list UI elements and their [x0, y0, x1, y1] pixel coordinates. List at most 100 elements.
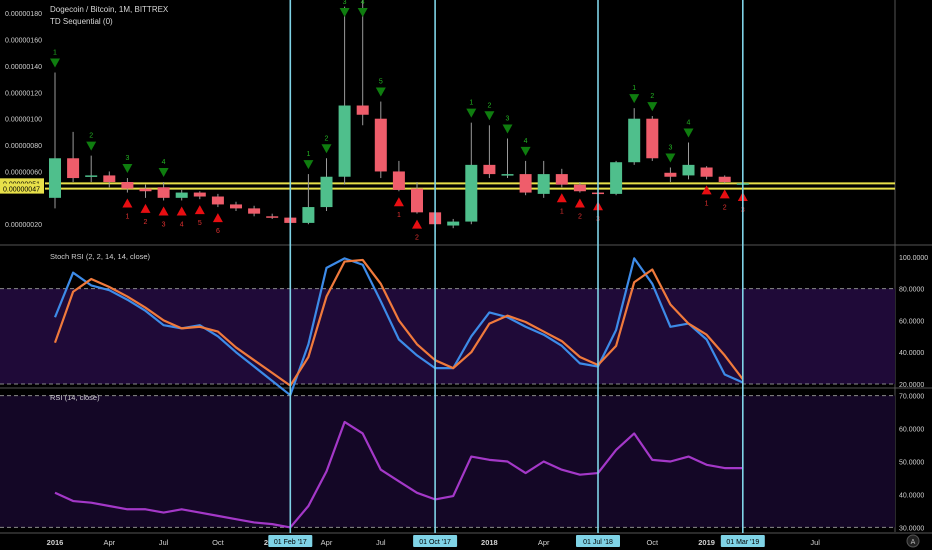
td-buy-arrow: [520, 146, 531, 156]
td-buy-count: 4: [687, 119, 691, 126]
td-buy-arrow: [50, 58, 60, 68]
td-buy-count: 4: [162, 159, 166, 166]
td-buy-arrow: [321, 144, 332, 154]
td-sell-arrow: [158, 206, 169, 216]
td-sell-count: 2: [144, 219, 148, 226]
td-sell-count: 2: [578, 214, 582, 221]
td-sell-count: 4: [180, 221, 184, 228]
candle-body: [519, 174, 532, 193]
candle-body: [465, 164, 478, 222]
candle-body: [718, 176, 731, 183]
td-buy-arrow: [629, 94, 640, 104]
td-sell-arrow: [140, 203, 151, 213]
td-sell-arrow: [556, 193, 567, 203]
rsi-tick-label: 60.0000: [899, 427, 924, 434]
rsi-tick-label: 70.0000: [899, 394, 924, 401]
candle-body: [85, 175, 98, 177]
td-buy-count: 3: [506, 115, 510, 122]
stoch-tick-label: 80.0000: [899, 287, 924, 294]
candle-body: [266, 216, 279, 218]
candle-body: [302, 207, 315, 223]
candle-body: [537, 174, 550, 194]
td-buy-arrow: [339, 8, 350, 17]
candle-body: [193, 192, 206, 197]
td-sell-count: 1: [125, 214, 129, 221]
time-tick-label: Jul: [376, 538, 386, 547]
candle-body: [610, 162, 623, 194]
date-marker-tag: [576, 535, 620, 547]
candle-body: [121, 182, 134, 189]
td-sell-count: 6: [216, 228, 220, 235]
highlight-price-tag: [0, 183, 44, 194]
td-buy-count: 3: [343, 0, 347, 6]
td-buy-arrow: [502, 124, 513, 134]
candle-body: [664, 172, 677, 177]
td-buy-arrow: [484, 111, 495, 121]
rsi-title: RSI (14, close): [50, 393, 100, 402]
td-sell-arrow: [574, 198, 585, 208]
td-sell-count: 2: [415, 235, 419, 242]
candle-body: [501, 174, 514, 176]
candle-body: [67, 158, 80, 179]
candle-body: [157, 187, 170, 198]
td-buy-count: 2: [325, 135, 329, 142]
td-sell-arrow: [393, 197, 404, 207]
td-sell-count: 3: [162, 221, 166, 228]
price-pane[interactable]: 1234123451234123412345612123123: [45, 0, 895, 242]
candle-body: [49, 158, 61, 198]
td-buy-arrow: [86, 141, 97, 151]
td-buy-arrow: [375, 87, 386, 97]
price-tick-label: 0.00000140: [5, 64, 42, 71]
price-tick-label: 0.00000080: [5, 143, 42, 150]
candle-body: [483, 164, 496, 175]
time-tick-label: Apr: [538, 538, 550, 547]
td-sell-count: 1: [397, 212, 401, 219]
price-tick-label: 0.00000120: [5, 90, 42, 97]
stoch-rsi-pane[interactable]: Stoch RSI (2, 2, 14, 14, close) 100.0000 8…: [50, 252, 928, 397]
price-tick-label: 0.00000060: [5, 169, 42, 176]
date-marker-label: 01 Mar '19: [726, 539, 759, 546]
candle-body: [374, 118, 387, 172]
td-sell-arrow: [212, 213, 223, 223]
candle-body: [139, 188, 152, 192]
candle-body: [211, 196, 224, 205]
time-tick-label: 2016: [47, 538, 64, 547]
td-buy-count: 5: [379, 79, 383, 86]
candle-body: [573, 184, 586, 192]
time-tick-label: 2019: [698, 538, 715, 547]
axes-layer: 0.00000180 0.00000160 0.00000140 0.00000120…: [0, 11, 920, 548]
auto-scale-button: [906, 534, 920, 548]
stoch-tick-label: 20.0000: [899, 382, 924, 389]
stoch-title: Stoch RSI (2, 2, 14, 14, close): [50, 252, 151, 261]
indicator-title: TD Sequential (0): [50, 17, 113, 26]
chart-title: Dogecoin / Bitcoin, 1M, BITTREX: [50, 5, 169, 14]
rsi-pane[interactable]: RSI (14, close) 70.0000 60.0000 50.0000 40.0…: [50, 393, 924, 532]
td-buy-count: 1: [53, 50, 57, 57]
td-sell-arrow: [176, 206, 187, 216]
candle-body: [646, 118, 659, 159]
td-buy-arrow: [647, 102, 658, 112]
stoch-tick-label: 60.0000: [899, 318, 924, 325]
td-buy-arrow: [683, 128, 694, 138]
rsi-tick-label: 40.0000: [899, 492, 924, 499]
highlight-price-label: 0.00000047: [3, 187, 40, 194]
candle-body: [175, 192, 188, 198]
td-buy-count: 2: [650, 93, 654, 100]
td-sell-count: 1: [560, 208, 564, 215]
candle-body: [392, 171, 405, 190]
candle-body: [320, 176, 333, 208]
candle-body: [230, 204, 242, 209]
candle-body: [682, 164, 695, 176]
date-marker-tag: [268, 535, 313, 547]
date-marker-label: 01 Oct '17: [419, 539, 451, 546]
stoch-k-line: [53, 257, 744, 397]
td-sell-arrow: [701, 185, 712, 195]
td-buy-arrow: [357, 8, 368, 17]
td-buy-arrow: [466, 108, 477, 118]
stoch-d-line: [53, 258, 744, 387]
td-buy-count: 1: [306, 151, 310, 158]
td-sell-count: 1: [705, 200, 709, 207]
stoch-tick-label: 40.0000: [899, 350, 924, 357]
candle-body: [356, 105, 369, 115]
td-buy-arrow: [303, 160, 314, 170]
